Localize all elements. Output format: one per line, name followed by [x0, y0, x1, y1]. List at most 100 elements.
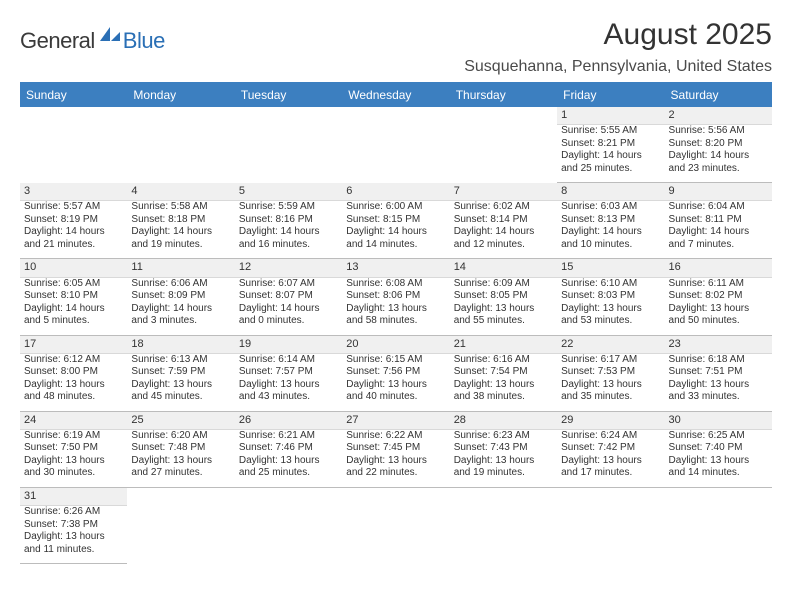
- day-ss: Sunset: 7:51 PM: [669, 366, 768, 379]
- day-sr: Sunrise: 5:57 AM: [24, 201, 123, 214]
- day-ss: Sunset: 7:42 PM: [561, 442, 660, 455]
- day-d2: and 12 minutes.: [454, 239, 553, 252]
- day-number-cell: 4: [127, 183, 234, 201]
- day-d1: Daylight: 13 hours: [239, 455, 338, 468]
- weekday-header: Tuesday: [235, 83, 342, 107]
- day-info-cell: Sunrise: 6:20 AMSunset: 7:48 PMDaylight:…: [127, 429, 234, 487]
- day-d2: and 25 minutes.: [561, 163, 660, 176]
- day-ss: Sunset: 7:54 PM: [454, 366, 553, 379]
- day-ss: Sunset: 8:13 PM: [561, 214, 660, 227]
- logo-text-general: General: [20, 28, 95, 54]
- day-info-cell: Sunrise: 6:14 AMSunset: 7:57 PMDaylight:…: [235, 353, 342, 411]
- day-sr: Sunrise: 6:22 AM: [346, 430, 445, 443]
- day-number-cell: [557, 487, 664, 505]
- day-sr: Sunrise: 6:24 AM: [561, 430, 660, 443]
- day-number-cell: 17: [20, 335, 127, 353]
- day-number-cell: 29: [557, 411, 664, 429]
- day-number-cell: [235, 107, 342, 125]
- day-sr: Sunrise: 6:03 AM: [561, 201, 660, 214]
- day-number-cell: 11: [127, 259, 234, 277]
- day-info-cell: Sunrise: 6:08 AMSunset: 8:06 PMDaylight:…: [342, 277, 449, 335]
- day-d2: and 33 minutes.: [669, 391, 768, 404]
- day-number-cell: 15: [557, 259, 664, 277]
- day-sr: Sunrise: 5:55 AM: [561, 125, 660, 138]
- day-d2: and 30 minutes.: [24, 467, 123, 480]
- day-d2: and 23 minutes.: [669, 163, 768, 176]
- day-ss: Sunset: 7:45 PM: [346, 442, 445, 455]
- day-sr: Sunrise: 6:18 AM: [669, 354, 768, 367]
- day-d1: Daylight: 14 hours: [239, 226, 338, 239]
- day-d2: and 14 minutes.: [669, 467, 768, 480]
- day-sr: Sunrise: 6:26 AM: [24, 506, 123, 519]
- day-d2: and 45 minutes.: [131, 391, 230, 404]
- day-info-cell: Sunrise: 5:59 AMSunset: 8:16 PMDaylight:…: [235, 201, 342, 259]
- logo-text-blue: Blue: [123, 28, 165, 54]
- day-d2: and 40 minutes.: [346, 391, 445, 404]
- day-ss: Sunset: 8:16 PM: [239, 214, 338, 227]
- day-ss: Sunset: 8:03 PM: [561, 290, 660, 303]
- day-ss: Sunset: 8:02 PM: [669, 290, 768, 303]
- day-sr: Sunrise: 5:59 AM: [239, 201, 338, 214]
- day-d2: and 19 minutes.: [454, 467, 553, 480]
- calendar-page: General Blue August 2025 Susquehanna, Pe…: [0, 0, 792, 564]
- day-d2: and 53 minutes.: [561, 315, 660, 328]
- weekday-header: Wednesday: [342, 83, 449, 107]
- logo: General Blue: [20, 26, 165, 55]
- day-d1: Daylight: 14 hours: [669, 226, 768, 239]
- day-info-cell: Sunrise: 6:23 AMSunset: 7:43 PMDaylight:…: [450, 429, 557, 487]
- day-d1: Daylight: 14 hours: [561, 150, 660, 163]
- day-d2: and 50 minutes.: [669, 315, 768, 328]
- weekday-header: Sunday: [20, 83, 127, 107]
- daynum-row: 17181920212223: [20, 335, 772, 353]
- day-sr: Sunrise: 6:02 AM: [454, 201, 553, 214]
- day-info-cell: [127, 506, 234, 564]
- day-sr: Sunrise: 6:14 AM: [239, 354, 338, 367]
- day-info-cell: [450, 506, 557, 564]
- day-d2: and 21 minutes.: [24, 239, 123, 252]
- day-d1: Daylight: 13 hours: [346, 379, 445, 392]
- day-sr: Sunrise: 6:23 AM: [454, 430, 553, 443]
- day-d2: and 22 minutes.: [346, 467, 445, 480]
- info-row: Sunrise: 6:12 AMSunset: 8:00 PMDaylight:…: [20, 353, 772, 411]
- day-info-cell: Sunrise: 6:07 AMSunset: 8:07 PMDaylight:…: [235, 277, 342, 335]
- day-info-cell: Sunrise: 6:10 AMSunset: 8:03 PMDaylight:…: [557, 277, 664, 335]
- day-ss: Sunset: 7:57 PM: [239, 366, 338, 379]
- day-info-cell: Sunrise: 6:02 AMSunset: 8:14 PMDaylight:…: [450, 201, 557, 259]
- day-d2: and 5 minutes.: [24, 315, 123, 328]
- day-d1: Daylight: 13 hours: [24, 531, 123, 544]
- day-number-cell: 19: [235, 335, 342, 353]
- day-number-cell: 26: [235, 411, 342, 429]
- day-sr: Sunrise: 6:15 AM: [346, 354, 445, 367]
- day-d2: and 58 minutes.: [346, 315, 445, 328]
- day-d1: Daylight: 14 hours: [131, 226, 230, 239]
- day-d2: and 25 minutes.: [239, 467, 338, 480]
- day-d1: Daylight: 13 hours: [239, 379, 338, 392]
- weekday-header-row: Sunday Monday Tuesday Wednesday Thursday…: [20, 83, 772, 107]
- day-ss: Sunset: 8:18 PM: [131, 214, 230, 227]
- day-sr: Sunrise: 6:16 AM: [454, 354, 553, 367]
- day-info-cell: Sunrise: 5:55 AMSunset: 8:21 PMDaylight:…: [557, 125, 664, 183]
- day-ss: Sunset: 8:20 PM: [669, 138, 768, 151]
- day-sr: Sunrise: 5:58 AM: [131, 201, 230, 214]
- day-sr: Sunrise: 6:07 AM: [239, 278, 338, 291]
- day-number-cell: 6: [342, 183, 449, 201]
- day-sr: Sunrise: 6:04 AM: [669, 201, 768, 214]
- day-number-cell: [20, 107, 127, 125]
- day-d1: Daylight: 14 hours: [346, 226, 445, 239]
- day-number-cell: 27: [342, 411, 449, 429]
- day-info-cell: Sunrise: 6:00 AMSunset: 8:15 PMDaylight:…: [342, 201, 449, 259]
- day-ss: Sunset: 8:00 PM: [24, 366, 123, 379]
- day-info-cell: Sunrise: 6:24 AMSunset: 7:42 PMDaylight:…: [557, 429, 664, 487]
- day-ss: Sunset: 7:43 PM: [454, 442, 553, 455]
- day-sr: Sunrise: 6:21 AM: [239, 430, 338, 443]
- day-info-cell: Sunrise: 6:18 AMSunset: 7:51 PMDaylight:…: [665, 353, 772, 411]
- day-d1: Daylight: 13 hours: [669, 379, 768, 392]
- day-d1: Daylight: 13 hours: [131, 455, 230, 468]
- day-ss: Sunset: 7:53 PM: [561, 366, 660, 379]
- day-d1: Daylight: 13 hours: [24, 379, 123, 392]
- day-number-cell: 24: [20, 411, 127, 429]
- day-number-cell: 31: [20, 487, 127, 505]
- day-info-cell: Sunrise: 6:26 AMSunset: 7:38 PMDaylight:…: [20, 506, 127, 564]
- day-info-cell: [235, 125, 342, 183]
- day-info-cell: Sunrise: 5:57 AMSunset: 8:19 PMDaylight:…: [20, 201, 127, 259]
